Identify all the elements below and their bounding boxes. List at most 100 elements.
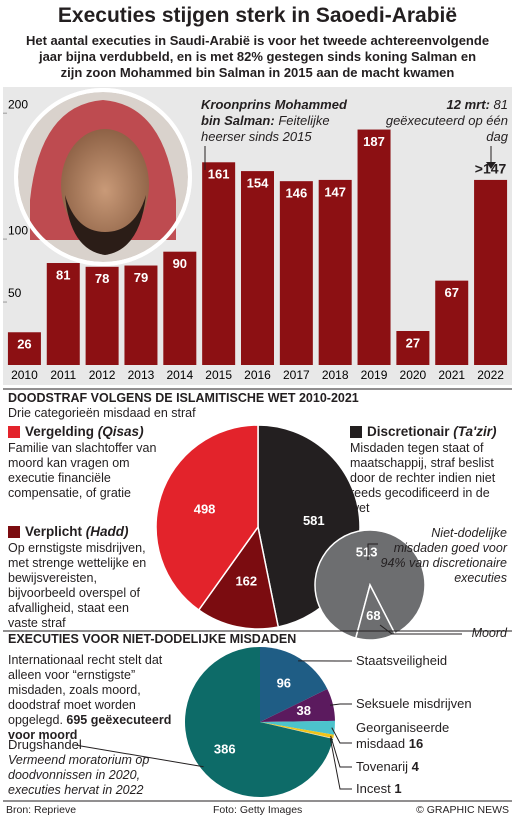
value-label: 154: [247, 176, 269, 191]
x-tick-label: 2010: [11, 368, 38, 382]
note-emphasis: 695 geëxecuteerd voor moord: [8, 713, 172, 742]
legend-swatch: [8, 526, 20, 538]
x-tick-label: 2013: [128, 368, 155, 382]
legend-value: 1: [394, 781, 402, 796]
legend-name: Incest: [356, 781, 391, 796]
pie-label: Moord: [471, 626, 507, 640]
y-tick-label: 200: [8, 97, 28, 111]
subtitle-line: zijn zoon Mohammed bin Salman in 2015 aa…: [60, 65, 455, 80]
legend-description: Familie van slachtoffer van moord kan vr…: [8, 441, 157, 500]
x-tick-label: 2019: [361, 368, 388, 382]
connector: [379, 624, 462, 635]
bar: [396, 331, 430, 365]
subtitle-line: Het aantal executies in Saudi-Arabië is …: [25, 33, 490, 48]
value-label: 38: [297, 703, 311, 718]
x-tick-label: 2012: [89, 368, 116, 382]
value-label: 581: [303, 513, 325, 528]
bar: [163, 251, 197, 365]
arrowhead: [486, 162, 496, 169]
pie-slice: [260, 720, 335, 735]
legend-label: Incest 1: [356, 781, 506, 797]
value-label: 79: [134, 270, 148, 285]
bar: [435, 280, 469, 365]
legend-name: Staatsveiligheid: [356, 653, 448, 668]
connector: [329, 737, 352, 790]
legend-label: Discretionair (Ta'zir): [367, 424, 497, 439]
annotation-title: 12 mrt:: [446, 97, 490, 112]
footer-credit: © GRAPHIC NEWS: [416, 804, 509, 816]
annotation-text: Feitelijke heerser sinds 2015: [201, 113, 330, 144]
connector: [74, 744, 204, 768]
legend-label: Staatsveiligheid: [356, 653, 506, 669]
x-tick-label: 2020: [400, 368, 427, 382]
legend-term: (Hadd): [85, 524, 129, 539]
value-label: 147: [324, 184, 346, 199]
legend-name: Discretionair: [367, 424, 450, 439]
annotation-text: 81 geëxecuteerd op één dag: [385, 97, 508, 144]
legend-name: Tovenarij: [356, 759, 409, 774]
pie-slice: [185, 647, 334, 798]
value-label: 67: [444, 285, 458, 300]
legend-description: Misdaden tegen staat of maatschappij, st…: [350, 441, 496, 515]
legend-description: Vermeend moratorium op doodvonnissen in …: [8, 753, 150, 797]
pie-slice: [260, 722, 334, 739]
value-label: 162: [235, 573, 257, 588]
x-tick-label: 2021: [438, 368, 465, 382]
legend-name: Vergelding: [25, 424, 95, 439]
bar: [241, 171, 274, 365]
x-tick-label: 2017: [283, 368, 310, 382]
legend-label: Seksuele misdrijven: [356, 696, 506, 712]
bar: [357, 129, 391, 365]
connector: [330, 735, 352, 768]
y-tick-label: 100: [8, 223, 28, 237]
annotation: 12 mrt: 81 geëxecuteerd op één dag: [378, 97, 508, 145]
x-tick-label: 2011: [50, 368, 76, 382]
legend-label: Tovenarij 4: [356, 759, 506, 775]
note-text: Internationaal recht stelt dat alleen vo…: [8, 653, 163, 727]
section-title: EXECUTIES VOOR NIET-DODELIJKE MISDADEN: [8, 632, 297, 646]
x-tick-label: 2018: [322, 368, 349, 382]
bar: [318, 179, 352, 365]
photo-border: [14, 88, 192, 266]
section-subtitle: Drie categorieën misdaad en straf: [8, 406, 196, 420]
pie-slice: [197, 525, 280, 630]
value-label: 187: [363, 134, 385, 149]
legend-swatch: [350, 426, 362, 438]
x-tick-label: 2022: [477, 368, 504, 382]
annotation: Kroonprins Mohammed bin Salman: Feitelij…: [201, 97, 361, 145]
connector: [331, 727, 352, 744]
legend-label: Drugshandel: [8, 737, 82, 752]
value-label: 161: [208, 167, 230, 182]
y-tick-label: 50: [8, 286, 22, 300]
pie-slice: [260, 722, 334, 740]
pie-slice: [155, 424, 259, 612]
footer-photo: Foto: Getty Images: [213, 804, 303, 816]
legend-term: (Qisas): [97, 424, 144, 439]
subtitle-line: jaar bijna verdubbeld, en is met 82% ges…: [38, 49, 477, 64]
bar: [124, 265, 158, 365]
connector: [367, 543, 378, 560]
value-label: 27: [406, 335, 420, 350]
x-tick-label: 2015: [205, 368, 232, 382]
title: Executies stijgen sterk in Saoedi-Arabië: [57, 4, 458, 27]
pie-label: Niet-dodelijke misdaden goed voor 94% va…: [380, 526, 507, 585]
value-label: >147: [475, 161, 507, 177]
legend-label: Vergelding (Qisas): [25, 424, 144, 439]
pie-slice: [260, 647, 328, 722]
pie-slice: [260, 688, 335, 722]
legend-term: (Ta'zir): [453, 424, 497, 439]
note: Internationaal recht stelt dat alleen vo…: [8, 653, 186, 743]
bar: [279, 181, 313, 365]
bar: [85, 266, 119, 365]
value-label: 68: [366, 608, 380, 623]
annotation-title: Kroonprins Mohammed bin Salman:: [201, 97, 347, 128]
bar: [46, 263, 80, 365]
legend-label: Verplicht (Hadd): [25, 524, 129, 539]
legend-label: Georganiseerde misdaad 16: [356, 720, 466, 752]
value-label: 498: [194, 501, 216, 516]
x-tick-label: 2014: [166, 368, 193, 382]
footer-source: Bron: Reprieve: [6, 804, 77, 816]
legend-swatch: [8, 426, 20, 438]
